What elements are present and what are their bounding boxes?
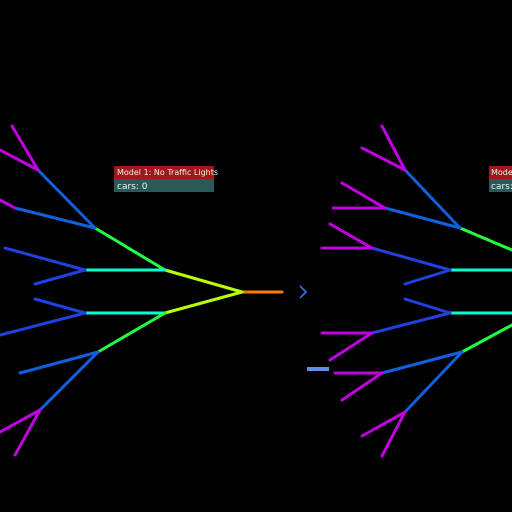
road-segment <box>360 146 407 172</box>
road-segment <box>403 297 452 315</box>
road-segment <box>93 226 167 272</box>
road-segment <box>403 350 464 414</box>
road-segment <box>383 206 462 230</box>
road-segment <box>458 226 512 252</box>
spawn-indicator <box>307 367 329 371</box>
car-count: cars: <box>491 182 512 192</box>
road-segment <box>380 350 464 375</box>
road-segment <box>328 331 374 362</box>
direction-marker <box>299 285 308 299</box>
road-segment <box>380 410 407 458</box>
road-segment <box>36 168 97 230</box>
road-segment <box>13 206 97 230</box>
cars-box <box>114 179 214 192</box>
road-network-left <box>0 124 284 457</box>
road-segment <box>328 222 374 250</box>
road-segment <box>360 410 407 438</box>
model-title: Mode <box>491 168 512 177</box>
road-segment <box>18 350 100 375</box>
road-segment <box>10 124 40 172</box>
road-segment <box>38 350 100 412</box>
cars-box <box>489 179 512 192</box>
road-segment <box>340 371 384 402</box>
road-segment <box>403 268 452 286</box>
title-box <box>489 166 512 179</box>
road-segment <box>3 246 87 272</box>
road-segment <box>33 297 87 315</box>
model-label-left: Model 1: No Traffic Lights cars: 0 <box>114 166 218 192</box>
road-segment <box>0 311 87 337</box>
model-label-right: Mode cars: <box>489 166 512 192</box>
road-segment <box>163 268 244 294</box>
road-segment <box>13 408 42 457</box>
road-segment <box>370 311 452 335</box>
road-segment <box>370 246 452 272</box>
road-segment <box>163 290 244 315</box>
road-segment <box>0 408 42 434</box>
model-title: Model 1: No Traffic Lights <box>117 168 218 177</box>
road-segment <box>380 124 407 172</box>
title-box <box>114 166 214 179</box>
road-segment <box>0 148 40 172</box>
road-network-right <box>320 124 512 458</box>
road-segment <box>460 323 512 354</box>
road-segment <box>96 311 167 354</box>
car-count: cars: 0 <box>117 182 148 192</box>
road-segment <box>403 168 462 230</box>
road-segment <box>340 181 387 210</box>
road-segment <box>33 268 87 286</box>
road-segment <box>0 198 17 210</box>
